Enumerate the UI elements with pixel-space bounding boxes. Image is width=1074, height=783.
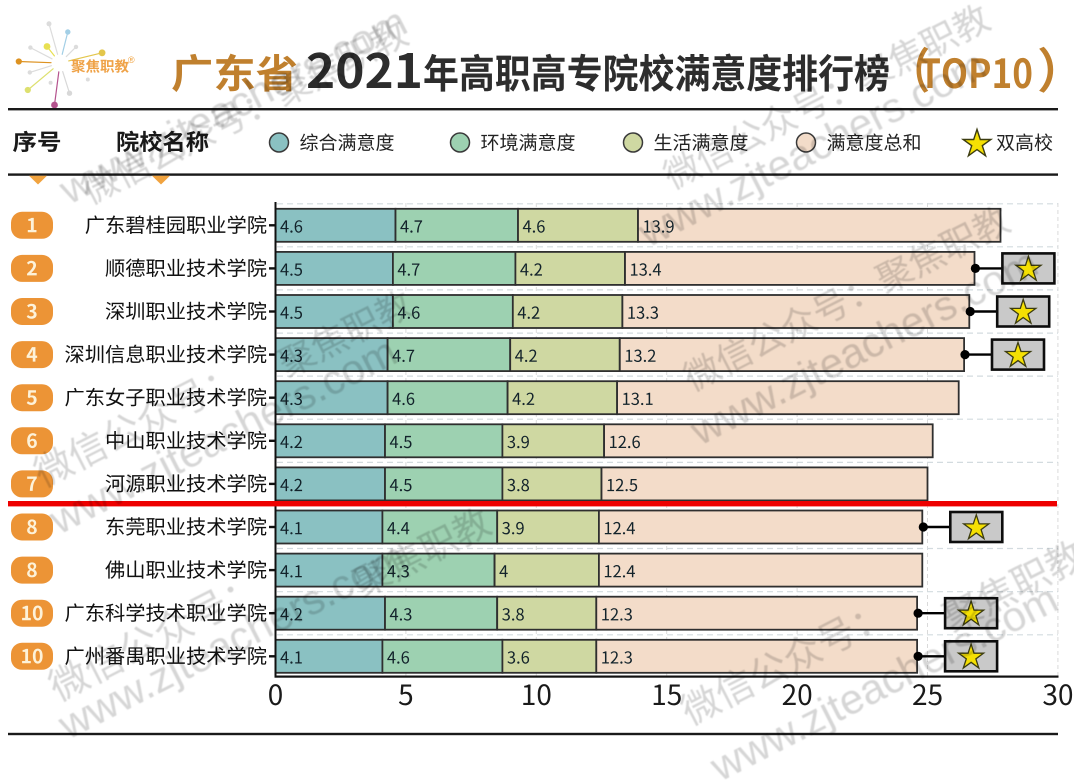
svg-text:®: ® xyxy=(128,55,135,65)
svg-text:www.zjteachers.com: www.zjteachers.com xyxy=(51,0,414,213)
